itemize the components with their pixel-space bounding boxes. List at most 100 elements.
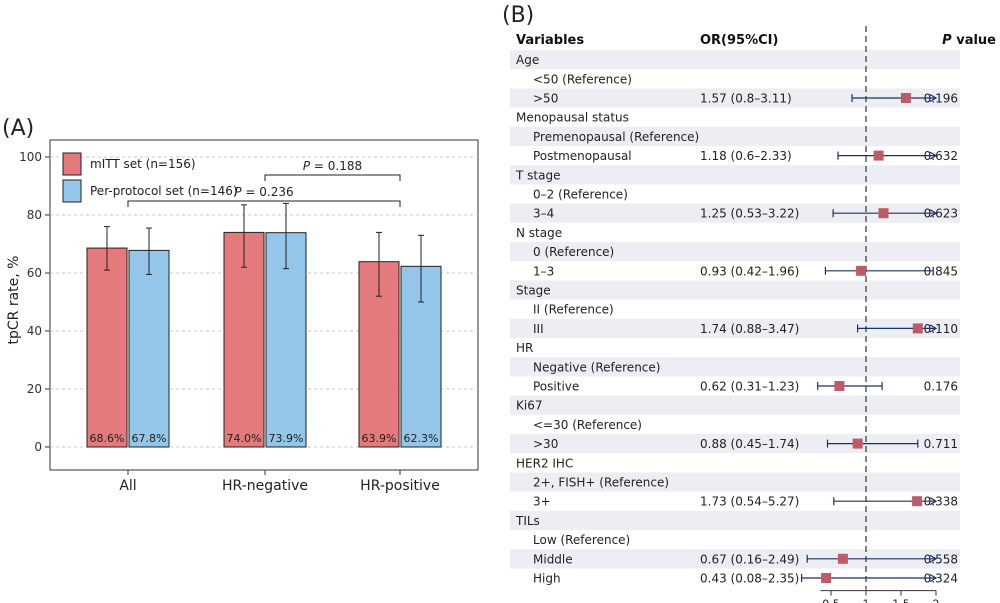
legend-swatch [62,179,82,203]
significance-bracket [127,200,401,207]
header-p-italic: P [942,33,952,48]
row-p-value: 0.845 [924,264,958,278]
row-sublabel: Low (Reference) [533,533,630,547]
row-group-label: HER2 IHC [516,456,573,470]
y-tick-label: 20 [27,382,42,396]
ci-arrow-right [929,554,938,563]
y-tick-label: 80 [27,208,42,222]
row-or-ci: 1.74 (0.88–3.47) [700,322,799,336]
ci-arrow-right [929,151,938,160]
row-or-ci: 1.18 (0.6–2.33) [700,149,792,163]
row-band [510,434,960,454]
legend-label: Per-protocol set (n=146) [90,184,238,198]
plot-a-frame [49,139,479,471]
row-or-ci: 0.62 (0.31–1.23) [700,380,799,394]
row-band [510,165,960,185]
row-p-value: 0.110 [924,322,958,336]
p-value-text: = 0.236 [242,185,294,199]
row-sublabel: <50 (Reference) [533,72,632,86]
or-marker [852,438,863,449]
row-band [510,318,960,338]
row-band [510,126,960,146]
bar-value-label: 63.9% [362,432,397,445]
row-group-label: Stage [516,284,551,298]
row-p-value: 0.558 [924,552,958,566]
a-legend: mITT set (n=156) Per-protocol set (n=146) [62,152,238,203]
legend-label: mITT set (n=156) [90,157,196,171]
legend-swatch [62,152,82,176]
p-value-annotation: P = 0.188 [303,159,362,173]
panel-b-label: (B) [502,3,534,28]
ci-arrow-right [929,209,938,218]
or-marker [821,573,832,583]
y-tick-label: 40 [27,324,42,338]
bar [128,249,170,448]
bar-value-label: 67.8% [132,432,167,445]
y-tick-label: 100 [19,150,42,164]
p-value-annotation: P = 0.236 [234,185,293,199]
bar [86,247,128,448]
row-p-value: 0.176 [924,380,958,394]
b-confidence-intervals [800,93,938,583]
header-or: OR(95%CI) [700,33,778,48]
row-p-value: 0.623 [924,207,958,221]
row-group-label: HR [516,341,533,355]
bar [223,231,265,448]
bar-value-label: 68.6% [90,432,125,445]
row-group-label: Ki67 [516,399,542,413]
or-marker [873,150,884,161]
x-tick-label: HR-positive [360,478,440,494]
p-italic: P [234,185,242,199]
or-marker [912,323,923,334]
p-value-text: = 0.188 [310,159,362,173]
or-marker [856,265,867,276]
row-band [510,50,960,70]
x-tick-label: 0.5 [822,598,840,603]
b-row-bands [510,50,960,569]
row-group-label: Age [516,53,539,67]
row-sublabel: 0–2 (Reference) [533,188,628,202]
row-sublabel: >50 [533,92,558,106]
row-p-value: 0.196 [924,92,958,106]
bar-value-label: 62.3% [404,432,439,445]
x-tick-label: HR-negative [222,478,308,494]
row-or-ci: 0.67 (0.16–2.49) [700,552,799,566]
panel-a-label: (A) [2,116,34,141]
row-sublabel: <=30 (Reference) [533,418,642,432]
row-or-ci: 1.73 (0.54–5.27) [700,495,799,509]
a-value-labels: 68.6% 67.8% 74.0% 73.9% 63.9% 62.3% [90,432,439,445]
row-or-ci: 0.43 (0.08–2.35) [700,572,799,586]
a-bars [86,231,442,448]
row-band [510,357,960,377]
row-sublabel: Postmenopausal [533,149,632,163]
bar-value-label: 73.9% [269,432,304,445]
row-or-ci: 0.88 (0.45–1.74) [700,437,799,451]
significance-bracket [264,174,401,181]
row-group-label: TILs [515,514,540,528]
row-sublabel: 2+, FISH+ (Reference) [533,476,669,490]
row-sublabel: >30 [533,437,558,451]
row-sublabel: High [533,572,561,586]
row-sublabel: Negative (Reference) [533,360,660,374]
x-tick-label: 2 [933,598,940,603]
row-sublabel: 3+ [533,495,551,509]
row-band [510,203,960,223]
row-band [510,280,960,300]
row-p-value: 0.711 [924,437,958,451]
row-group-label: Menopausal status [516,111,629,125]
y-tick-label: 0 [34,440,42,454]
row-sublabel: Middle [533,552,573,566]
row-band [510,510,960,530]
row-sublabel: Premenopausal (Reference) [533,130,699,144]
row-p-value: 0.338 [924,495,958,509]
a-error-bars [104,202,424,303]
row-sublabel: II (Reference) [533,303,614,317]
row-band [510,472,960,492]
header-p-value: P value [942,33,996,48]
x-tick-label: 1 [863,598,870,603]
row-sublabel: III [533,322,544,336]
ci-arrow-right [929,324,938,333]
ci-arrow-right [929,573,938,583]
row-band [510,395,960,415]
